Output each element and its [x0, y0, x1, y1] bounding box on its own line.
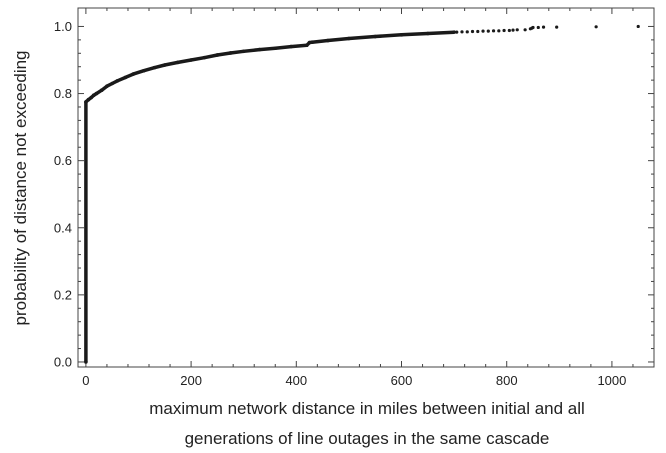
- y-tick-label: 1.0: [54, 19, 72, 34]
- x-axis-ticks: 0 200 400 600 800 1000: [82, 8, 634, 388]
- cdf-data-point: [152, 65, 157, 70]
- x-tick-label: 200: [180, 373, 202, 388]
- cdf-tail-point: [594, 25, 598, 29]
- cdf-tail-point: [541, 25, 546, 29]
- cdf-data-point: [310, 40, 314, 45]
- cdf-data-point: [131, 72, 136, 76]
- cdf-tail-point: [536, 25, 540, 30]
- series-layer: [84, 30, 456, 364]
- cdf-data-point: [89, 95, 93, 100]
- cdf-tail-point: [455, 30, 459, 34]
- cdf-tail-point: [481, 29, 485, 33]
- cdf-data-point: [141, 68, 146, 73]
- cdf-data-point: [347, 36, 351, 41]
- x-tick-label: 800: [496, 373, 518, 388]
- cdf-data-point: [307, 40, 312, 45]
- cdf-data-point: [257, 47, 262, 52]
- cdf-data-point: [241, 49, 246, 54]
- y-axis-ticks: 0.0 0.2 0.4 0.6 0.8 1.0: [54, 19, 654, 369]
- x-tick-label: 400: [285, 373, 307, 388]
- cdf-tail-point: [523, 28, 527, 32]
- cdf-data-point: [273, 46, 278, 51]
- cdf-tail-point: [515, 28, 519, 32]
- x-axis-title-line-1: maximum network distance in miles betwee…: [149, 399, 585, 418]
- cdf-data-point: [86, 97, 91, 102]
- cdf-data-point: [84, 100, 88, 104]
- y-tick-label: 0.0: [54, 354, 72, 369]
- cdf-data-point: [91, 93, 96, 98]
- cdf-data-point: [326, 38, 330, 43]
- cdf-tail-point: [470, 29, 475, 34]
- x-axis-title-line-2: generations of line outages in the same …: [185, 429, 550, 448]
- cdf-tail-point: [460, 30, 464, 34]
- cdf-data-point: [84, 360, 88, 364]
- y-axis-title: probability of distance not exceeding: [11, 50, 30, 325]
- cdf-data-point: [373, 34, 378, 39]
- y-tick-label: 0.4: [54, 220, 72, 235]
- cdf-series-line: [84, 30, 455, 362]
- y-tick-label: 0.8: [54, 86, 72, 101]
- cdf-data-point: [176, 60, 180, 65]
- cdf-tail-point: [486, 29, 490, 33]
- cdf-tail-point: [531, 25, 535, 30]
- cdf-data-point: [228, 51, 233, 55]
- cdf-tail-point: [465, 30, 469, 34]
- cdf-data-point: [305, 43, 309, 48]
- cdf-data-point: [162, 63, 167, 67]
- cdf-tail-point: [507, 28, 511, 33]
- cdf-tail-point: [502, 28, 506, 33]
- cdf-tail-point: [555, 25, 559, 29]
- y-tick-label: 0.6: [54, 153, 72, 168]
- cdf-data-point: [110, 81, 114, 86]
- plot-frame: [77, 7, 655, 368]
- cdf-data-point: [426, 31, 430, 36]
- y-tick-label: 0.2: [54, 287, 72, 302]
- cdf-data-point: [105, 84, 109, 88]
- cdf-data-point: [94, 91, 99, 96]
- cdf-data-point: [399, 33, 404, 37]
- cdf-data-point: [289, 44, 293, 49]
- cdf-tail-point: [476, 29, 480, 34]
- cdf-data-point: [452, 30, 456, 34]
- tail-points-layer: [455, 24, 640, 34]
- cdf-tail-point: [497, 29, 501, 33]
- cdf-data-point: [202, 55, 207, 60]
- cdf-data-point: [215, 53, 220, 57]
- cdf-data-point: [189, 58, 193, 62]
- cdf-data-point: [115, 79, 120, 83]
- cdf-tail-point: [511, 28, 515, 32]
- cdf-data-point: [99, 88, 104, 93]
- x-tick-label: 1000: [597, 373, 626, 388]
- x-tick-label: 0: [82, 373, 89, 388]
- x-tick-label: 600: [391, 373, 413, 388]
- cdf-tail-point: [491, 29, 496, 33]
- cdf-tail-point: [636, 24, 640, 29]
- cdf-data-point: [123, 75, 128, 80]
- axes: [77, 7, 655, 368]
